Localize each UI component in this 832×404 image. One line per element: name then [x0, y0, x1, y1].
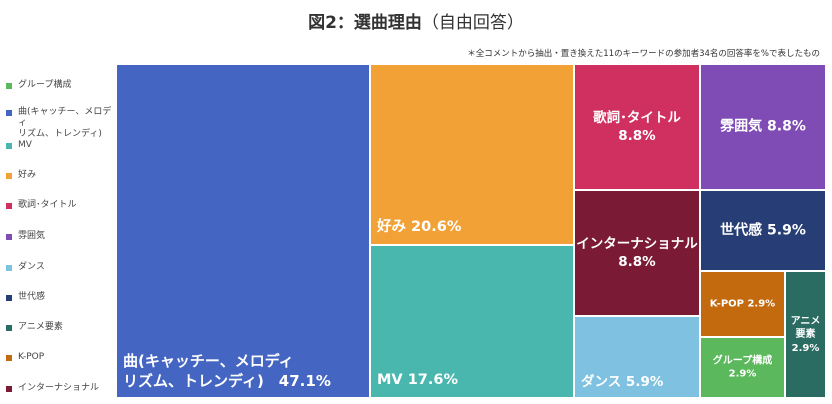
legend-item: アニメ要素 [6, 322, 63, 333]
legend-item: MV [6, 140, 32, 151]
chart-title-main: 図2：選曲理由 [308, 13, 422, 33]
treemap-tile: アニメ 要素 2.9% [785, 271, 826, 398]
tile-label: 雰囲気 8.8% [720, 118, 806, 135]
tile-label: ダンス 5.9% [581, 373, 664, 390]
legend-item: インターナショナル [6, 383, 99, 394]
legend-swatch [6, 143, 12, 149]
legend-item: グループ構成 [6, 80, 71, 91]
tile-label: グループ構成 2.9% [712, 355, 773, 380]
legend-item: 雰囲気 [6, 231, 45, 242]
legend-swatch [6, 83, 12, 89]
treemap-tile: グループ構成 2.9% [700, 337, 785, 398]
treemap-tile: ダンス 5.9% [574, 316, 700, 398]
legend-item: 世代感 [6, 292, 45, 303]
tile-label: 曲(キャッチー、メロディ リズム、トレンディ) 47.1% [123, 351, 331, 390]
legend-swatch [6, 110, 12, 116]
legend-item: 好み [6, 170, 36, 181]
legend-item: 歌詞･タイトル [6, 200, 77, 211]
legend-swatch [6, 325, 12, 331]
tile-label: MV 17.6% [377, 372, 459, 389]
tile-label: アニメ 要素 2.9% [790, 315, 821, 354]
legend-swatch [6, 295, 12, 301]
legend-swatch [6, 203, 12, 209]
tile-label: K-POP 2.9% [709, 298, 776, 310]
legend-label: インターナショナル [18, 383, 100, 393]
tile-label: インターナショナル 8.8% [576, 235, 698, 270]
legend-label: 好み [18, 170, 37, 180]
treemap-tile: 雰囲気 8.8% [700, 64, 826, 190]
treemap-tile: 歌詞･タイトル 8.8% [574, 64, 700, 190]
legend-swatch [6, 234, 12, 240]
legend-label: ダンス [18, 262, 45, 272]
treemap-tile: K-POP 2.9% [700, 271, 785, 337]
chart-title: 図2：選曲理由（自由回答） [0, 8, 832, 33]
chart-title-sub: （自由回答） [421, 13, 524, 33]
legend-label: 歌詞･タイトル [18, 200, 77, 210]
tile-label: 歌詞･タイトル 8.8% [593, 109, 681, 144]
treemap-tile: 曲(キャッチー、メロディ リズム、トレンディ) 47.1% [116, 64, 370, 398]
legend-item: ダンス [6, 262, 45, 273]
tile-label: 世代感 5.9% [720, 222, 806, 239]
legend-swatch [6, 355, 12, 361]
legend-label: 世代感 [18, 292, 46, 302]
legend-label: MV [18, 140, 32, 150]
tile-label: 好み 20.6% [377, 219, 462, 236]
treemap-tile: インターナショナル 8.8% [574, 190, 700, 316]
legend-label: 曲(キャッチー、メロディ リズム、トレンディ) [18, 107, 112, 139]
legend-swatch [6, 265, 12, 271]
legend-label: アニメ要素 [18, 322, 63, 332]
treemap-tile: MV 17.6% [370, 245, 574, 398]
legend-label: 雰囲気 [18, 231, 46, 241]
legend-label: K-POP [18, 352, 45, 362]
treemap-tile: 好み 20.6% [370, 64, 574, 245]
legend-item: 曲(キャッチー、メロディ リズム、トレンディ) [6, 107, 114, 140]
legend-label: グループ構成 [18, 80, 72, 90]
legend-swatch [6, 173, 12, 179]
legend-swatch [6, 386, 12, 392]
chart-note: ＊全コメントから抽出・置き換えた11のキーワードの参加者34名の回答率を%で表し… [467, 49, 820, 59]
treemap-tile: 世代感 5.9% [700, 190, 826, 271]
legend-item: K-POP [6, 352, 44, 363]
